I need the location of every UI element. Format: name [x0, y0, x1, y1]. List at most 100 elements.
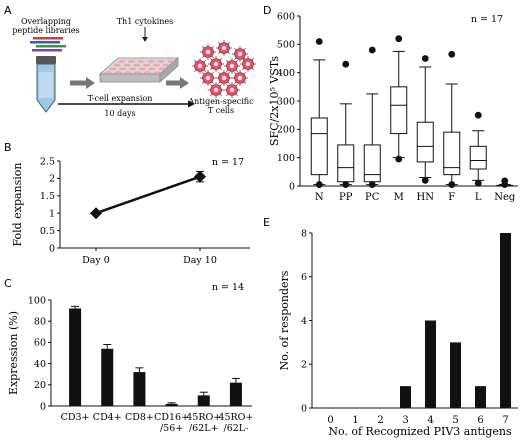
y-tick-label: 4: [301, 316, 307, 327]
outlier-point: [448, 181, 456, 188]
y-axis-title: No. of responders: [278, 270, 291, 370]
outlier-point: [368, 181, 376, 188]
antigen-box-plot: 0 100 200 300 400 500 600 SFC/2x10⁵ VSTs N PP PC M H…: [268, 11, 518, 203]
cell-nucleus: [229, 87, 235, 93]
panel-letter-a: A: [4, 4, 12, 17]
plate-well: [153, 71, 161, 74]
y-tick-label: 0: [301, 403, 307, 414]
plate-well: [162, 63, 170, 67]
y-tick-label: 0.5: [40, 226, 55, 237]
x-tick-label: 3: [402, 415, 408, 426]
x-tick-label: 5: [452, 415, 458, 426]
y-tick-label: 2: [301, 360, 307, 371]
outlier-point: [342, 60, 350, 68]
box: [337, 144, 355, 183]
y-tick-label: 100: [28, 295, 46, 306]
cytokines-label: Th1 cytokines: [117, 17, 174, 26]
fold-expansion-chart: 0 0.5 1 1.5 2 2.5 Fold expansion Day 0 Day 10: [11, 156, 250, 266]
x-tick-label: 6: [477, 415, 483, 426]
plate-well: [109, 67, 117, 71]
bar: [197, 395, 210, 406]
days-label: 10 days: [104, 109, 135, 118]
outlier-point: [395, 35, 403, 43]
plate-well: [124, 71, 132, 74]
expansion-label: T-cell expansion: [88, 94, 153, 103]
y-tick-label: 6: [301, 272, 307, 283]
cell-nucleus: [221, 75, 227, 81]
x-tick-label: Day 10: [183, 255, 217, 266]
y-tick-label: 8: [301, 228, 307, 239]
result-label-line2: T cells: [208, 106, 234, 115]
outlier-point: [395, 155, 403, 163]
x-tick-label: Day 0: [82, 255, 110, 266]
x-tick-label: 7: [502, 415, 508, 426]
bar: [101, 348, 114, 406]
x-tick-label: HN: [417, 192, 435, 203]
bar: [69, 308, 82, 406]
cell-nucleus: [213, 87, 219, 93]
plate-well: [167, 60, 175, 63]
plate-well: [123, 63, 131, 67]
cell-nucleus: [245, 61, 251, 67]
y-axis-title: SFC/2x10⁵ VSTs: [268, 56, 281, 146]
outlier-point: [315, 38, 323, 45]
data-point: [194, 170, 206, 183]
x-tick-label: 2: [377, 415, 383, 426]
x-tick-label: 45RO+: [186, 412, 221, 423]
plate-well: [104, 71, 112, 74]
outlier-point: [448, 50, 456, 58]
responders-bar-chart: 0 2 4 6 8 No. of responders No. of Recognized …: [278, 228, 518, 438]
culture-plate-icon: [98, 57, 180, 83]
box: [390, 86, 408, 135]
x-tick-label: CD4+: [93, 412, 122, 423]
bar: [500, 233, 511, 408]
outlier-point: [421, 176, 429, 184]
cell-nucleus: [237, 51, 243, 57]
plate-well: [127, 60, 136, 63]
cell-nucleus: [221, 45, 227, 51]
x-tick-label: L: [475, 192, 482, 203]
outlier-point: [368, 46, 376, 54]
x-tick-label: /56+: [160, 423, 183, 434]
x-tick-label: /62L+: [189, 423, 219, 434]
x-tick-label: 4: [427, 415, 433, 426]
y-axis-title: Expression (%): [7, 311, 20, 395]
x-tick-label: CD8+: [125, 412, 154, 423]
y-tick-label: 100: [277, 153, 295, 164]
plate-well: [118, 60, 126, 63]
plate-well: [152, 63, 161, 67]
y-tick-label: 0: [49, 243, 55, 254]
box: [416, 121, 434, 163]
bar: [425, 320, 436, 408]
y-tick-label: 20: [34, 380, 46, 391]
x-tick-label: /62L-: [224, 423, 249, 434]
panel-letter-c: C: [4, 277, 12, 290]
x-tick-label: 45RO+: [218, 412, 253, 423]
y-tick-label: 500: [277, 40, 295, 51]
y-tick-label: 80: [34, 317, 46, 328]
y-tick-label: 60: [34, 338, 46, 349]
x-axis-title: No. of Recognized PIV3 antigens: [328, 425, 512, 438]
plate-well: [143, 71, 152, 74]
y-tick-label: 300: [277, 96, 295, 107]
t-cells-icon: [192, 40, 256, 98]
plate-well: [118, 67, 127, 71]
plate-well: [114, 71, 122, 74]
data-point: [90, 207, 102, 220]
bar: [165, 403, 178, 406]
outlier-point: [315, 181, 323, 188]
y-tick-label: 1: [49, 209, 55, 220]
cell-nucleus: [205, 49, 211, 55]
plate-well: [137, 60, 145, 63]
y-tick-label: 2: [49, 174, 55, 185]
bar: [229, 382, 242, 406]
x-tick-label: CD3+: [61, 412, 90, 423]
plate-well: [147, 60, 155, 63]
x-tick-label: 0: [327, 415, 333, 426]
bar: [133, 372, 146, 406]
outlier-point: [474, 179, 482, 187]
outlier-point: [421, 55, 429, 62]
plate-well: [143, 63, 151, 67]
outlier-point: [474, 111, 482, 119]
